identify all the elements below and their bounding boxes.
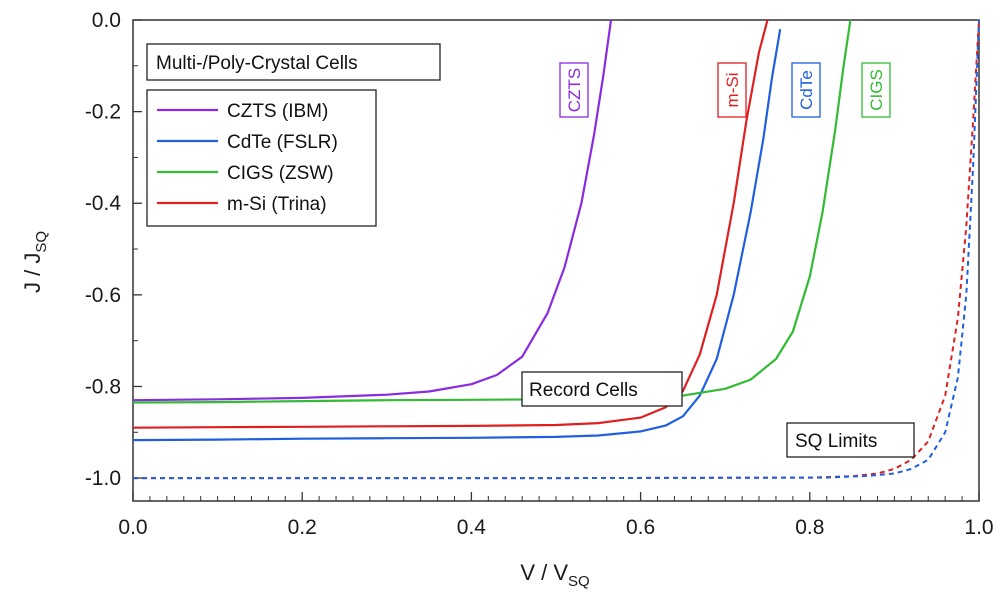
- y-axis-title: J / JSQ: [20, 231, 50, 293]
- sq-limits-label: SQ Limits: [795, 431, 877, 452]
- record-cells-label: Record Cells: [529, 380, 638, 401]
- y-tick-label: 0.0: [92, 9, 121, 32]
- legend-entry-label: CIGS (ZSW): [227, 163, 334, 184]
- curve-label-text: CIGS: [867, 69, 886, 111]
- series-curves: [132, 19, 980, 480]
- x-tick-label: 0.8: [795, 516, 824, 539]
- series-line-czts: [132, 19, 613, 402]
- series-line-sq-limit-4: [133, 19, 980, 480]
- y-tick-label: -0.4: [85, 192, 122, 215]
- curve-label-text: m-Si: [723, 73, 742, 108]
- legend-entry-label: m-Si (Trina): [227, 194, 327, 215]
- legend-entries: CZTS (IBM) CdTe (FSLR) CIGS (ZSW) m-Si (Tri…: [157, 101, 338, 215]
- curve-label-m-si: m-Si: [717, 62, 747, 118]
- curve-label-box: [791, 62, 821, 118]
- x-tick-label: 0.2: [288, 516, 317, 539]
- series-line-cigs: [132, 19, 852, 404]
- y-axis-title-sub: SQ: [33, 231, 50, 253]
- x-axis-title: V / VSQ: [520, 560, 589, 590]
- x-tick-label: 0.0: [118, 516, 147, 539]
- y-tick-label: -0.6: [85, 284, 121, 307]
- legend-entry-label: CdTe (FSLR): [227, 132, 338, 153]
- series-line-sq-limit-5: [133, 19, 980, 480]
- curve-label-czts: CZTS: [559, 62, 589, 118]
- curve-label-box: [861, 62, 891, 118]
- x-tick-label: 1.0: [964, 516, 993, 539]
- curve-label-cdte: CdTe: [791, 62, 821, 118]
- y-axis-ticks: 0.0 -0.2 -0.4 -0.6 -0.8 -1.0: [85, 9, 142, 490]
- x-tick-label: 0.6: [626, 516, 655, 539]
- curve-label-text: CdTe: [797, 70, 816, 110]
- curve-labels: CZTS CdTe CIGS m-Si: [559, 62, 891, 118]
- y-tick-label: -0.8: [85, 375, 121, 398]
- y-tick-label: -0.2: [85, 101, 121, 124]
- curve-label-text: CZTS: [565, 68, 584, 112]
- sq-limits-annotation: SQ Limits: [786, 422, 915, 458]
- y-tick-label: -1.0: [85, 467, 121, 490]
- curve-label-box: [717, 62, 747, 118]
- legend-title-box: [146, 43, 441, 81]
- x-axis-title-sub: SQ: [568, 573, 590, 590]
- series-line-cdte: [132, 29, 782, 442]
- sq-limits-box: [786, 422, 915, 458]
- record-cells-annotation: Record Cells: [521, 371, 683, 407]
- curve-label-box: [559, 62, 589, 118]
- legend: Multi-/Poly-Crystal Cells CZTS (IBM) CdTe…: [146, 43, 441, 227]
- curve-label-cigs: CIGS: [861, 62, 891, 118]
- x-axis-ticks: 0.0 0.2 0.4 0.6 0.8 1.0: [118, 492, 994, 539]
- legend-title: Multi-/Poly-Crystal Cells: [156, 53, 358, 74]
- series-line-m-si: [132, 19, 769, 429]
- x-tick-label: 0.4: [457, 516, 487, 539]
- record-cells-box: [521, 371, 683, 407]
- legend-entry-label: CZTS (IBM): [227, 101, 328, 122]
